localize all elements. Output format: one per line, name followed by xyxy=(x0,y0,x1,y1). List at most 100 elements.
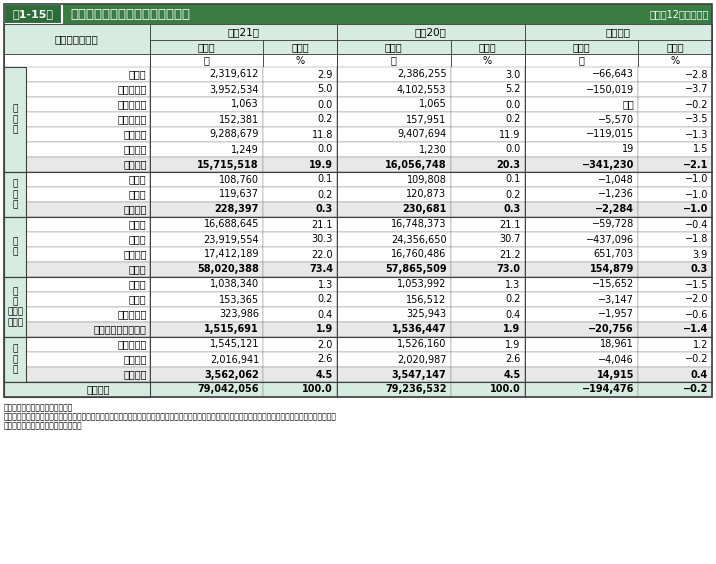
Bar xyxy=(337,97,450,112)
Bar xyxy=(525,172,638,187)
Bar xyxy=(638,54,712,67)
Bar xyxy=(26,322,150,337)
Text: 0.4: 0.4 xyxy=(691,369,708,380)
Bar xyxy=(4,277,26,292)
Text: −3.5: −3.5 xyxy=(684,114,708,125)
Bar xyxy=(150,157,263,172)
Bar xyxy=(337,277,450,292)
Bar xyxy=(150,172,263,187)
Text: 用途別・車種別: 用途別・車種別 xyxy=(55,34,99,44)
Bar xyxy=(337,367,450,382)
Bar xyxy=(150,142,263,157)
Text: %: % xyxy=(296,55,304,65)
Text: −1.0: −1.0 xyxy=(684,190,708,200)
Bar xyxy=(26,337,150,352)
Bar xyxy=(337,232,450,247)
Bar xyxy=(337,112,450,127)
Text: 100.0: 100.0 xyxy=(490,385,521,394)
Bar xyxy=(4,352,26,367)
Bar xyxy=(263,307,337,322)
Text: 18,961: 18,961 xyxy=(600,340,634,350)
Text: 平成21年: 平成21年 xyxy=(227,27,259,37)
Text: %: % xyxy=(483,55,492,65)
Text: 157,951: 157,951 xyxy=(406,114,447,125)
Text: 58,020,388: 58,020,388 xyxy=(197,265,259,275)
Text: 注　１　国土交通省資料による。: 注 １ 国土交通省資料による。 xyxy=(4,403,73,412)
Text: 79,236,532: 79,236,532 xyxy=(385,385,447,394)
Bar xyxy=(263,292,337,307)
Text: 119,637: 119,637 xyxy=(219,190,259,200)
Bar xyxy=(525,217,638,232)
Text: 14,915: 14,915 xyxy=(596,369,634,380)
Text: 1.3: 1.3 xyxy=(505,280,521,289)
Bar xyxy=(150,187,263,202)
Bar xyxy=(26,262,150,277)
Text: 3,547,147: 3,547,147 xyxy=(392,369,447,380)
Bar xyxy=(638,82,712,97)
Bar xyxy=(638,67,712,82)
Text: 0.2: 0.2 xyxy=(318,190,333,200)
Bar xyxy=(150,217,263,232)
Bar xyxy=(450,217,525,232)
Bar xyxy=(263,157,337,172)
Text: 153,365: 153,365 xyxy=(219,294,259,305)
Text: −0.2: −0.2 xyxy=(682,385,708,394)
Text: 2,020,987: 2,020,987 xyxy=(397,355,447,364)
Text: −0.4: −0.4 xyxy=(684,219,708,230)
Text: 1,230: 1,230 xyxy=(419,144,447,155)
Text: 0.1: 0.1 xyxy=(318,174,333,184)
Text: 20.3: 20.3 xyxy=(496,160,521,170)
Text: −20,756: −20,756 xyxy=(589,324,634,334)
Bar xyxy=(26,157,150,172)
Bar xyxy=(450,157,525,172)
Bar xyxy=(638,40,712,54)
Bar xyxy=(337,382,450,397)
Text: 11.9: 11.9 xyxy=(499,130,521,139)
Bar xyxy=(4,127,26,142)
Bar xyxy=(4,172,26,217)
Bar xyxy=(150,352,263,367)
Text: 普通車: 普通車 xyxy=(129,280,147,289)
Bar xyxy=(525,352,638,367)
Bar xyxy=(4,382,150,397)
Bar xyxy=(638,217,712,232)
Bar xyxy=(525,367,638,382)
Bar xyxy=(4,292,26,307)
Bar xyxy=(4,187,26,202)
Text: 0.2: 0.2 xyxy=(318,294,333,305)
Bar xyxy=(4,202,26,217)
Bar xyxy=(26,67,150,82)
Bar xyxy=(638,292,712,307)
Text: 22.0: 22.0 xyxy=(311,249,333,259)
Text: 台: 台 xyxy=(203,55,209,65)
Bar xyxy=(525,54,638,67)
Bar xyxy=(263,40,337,54)
Text: 156,512: 156,512 xyxy=(406,294,447,305)
Bar xyxy=(337,40,450,54)
Text: −1.3: −1.3 xyxy=(684,130,708,139)
Text: 普通車: 普通車 xyxy=(129,69,147,80)
Text: 乗合用計: 乗合用計 xyxy=(123,205,147,214)
Text: 21.1: 21.1 xyxy=(311,219,333,230)
Bar xyxy=(337,337,450,352)
Bar xyxy=(150,112,263,127)
Bar xyxy=(525,67,638,82)
Bar xyxy=(263,54,337,67)
Text: 2,319,612: 2,319,612 xyxy=(210,69,259,80)
Text: 増減率: 増減率 xyxy=(666,42,684,52)
Text: 1,249: 1,249 xyxy=(231,144,259,155)
Bar xyxy=(263,97,337,112)
Bar xyxy=(337,127,450,142)
Text: 軽二輪車: 軽二輪車 xyxy=(123,355,147,364)
Text: 構成率: 構成率 xyxy=(479,42,496,52)
Bar xyxy=(26,112,150,127)
Bar xyxy=(150,262,263,277)
Text: 1.5: 1.5 xyxy=(692,144,708,155)
Text: 0.2: 0.2 xyxy=(505,294,521,305)
Bar xyxy=(638,112,712,127)
Bar xyxy=(638,322,712,337)
Bar xyxy=(337,247,450,262)
Bar xyxy=(337,217,450,232)
Text: 1,515,691: 1,515,691 xyxy=(204,324,259,334)
Text: 152,381: 152,381 xyxy=(219,114,259,125)
